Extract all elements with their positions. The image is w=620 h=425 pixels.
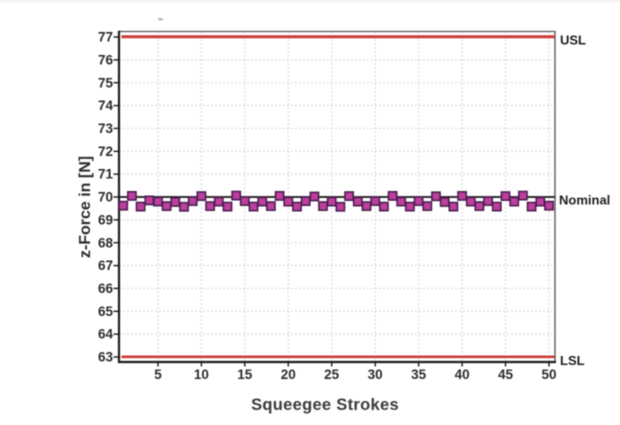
svg-text:LSL: LSL	[560, 353, 585, 368]
svg-text:71: 71	[98, 167, 114, 182]
svg-text:74: 74	[98, 98, 114, 113]
svg-text:USL: USL	[560, 33, 586, 48]
svg-text:69: 69	[98, 213, 113, 228]
svg-text:70: 70	[98, 190, 113, 205]
svg-text:z-Force in [N]: z-Force in [N]	[77, 156, 94, 258]
svg-text:Squeegee Strokes: Squeegee Strokes	[251, 396, 399, 414]
svg-text:67: 67	[98, 258, 113, 273]
svg-text:45: 45	[498, 367, 514, 382]
svg-text:64: 64	[98, 327, 114, 342]
svg-text:35: 35	[411, 367, 427, 382]
svg-text:25: 25	[324, 367, 340, 382]
svg-text:76: 76	[98, 53, 114, 68]
svg-text:5: 5	[154, 367, 162, 382]
svg-text:73: 73	[98, 121, 114, 136]
svg-text:40: 40	[455, 367, 470, 382]
svg-text:63: 63	[98, 350, 114, 365]
svg-text:10: 10	[194, 367, 209, 382]
svg-text:66: 66	[98, 281, 114, 296]
svg-text:20: 20	[281, 367, 296, 382]
svg-text:30: 30	[368, 367, 383, 382]
svg-text:68: 68	[98, 235, 114, 250]
svg-text:50: 50	[541, 367, 556, 382]
svg-text:75: 75	[98, 75, 114, 90]
svg-text:77: 77	[98, 30, 113, 45]
svg-text:72: 72	[98, 144, 113, 159]
svg-text:15: 15	[237, 367, 253, 382]
svg-text:Nominal: Nominal	[559, 193, 610, 208]
svg-text:65: 65	[98, 304, 114, 319]
